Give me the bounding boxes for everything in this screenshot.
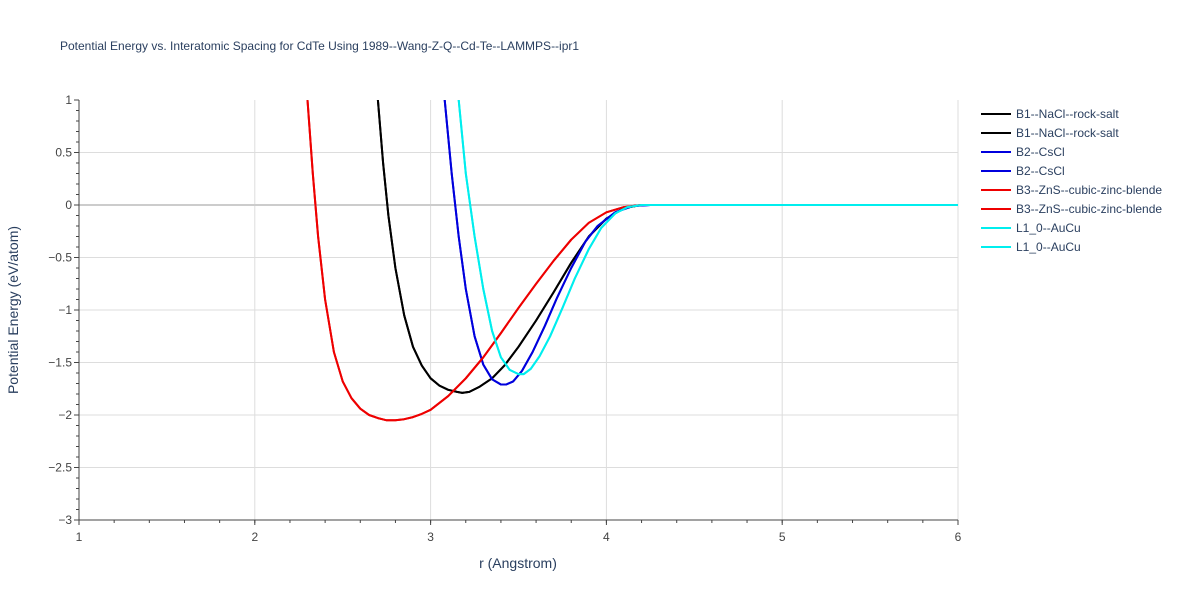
legend-label: B1--NaCl--rock-salt	[1016, 126, 1119, 140]
grid	[79, 100, 959, 520]
series-line-0	[376, 100, 958, 394]
y-tick-label: −3	[58, 513, 72, 527]
x-tick-label: 4	[603, 530, 610, 544]
legend-item[interactable]: B2--CsCl	[981, 145, 1065, 159]
x-tick-label: 2	[251, 530, 258, 544]
x-tick-label: 6	[955, 530, 962, 544]
y-tick-label: −1	[58, 303, 72, 317]
y-tick-label: −2.5	[48, 461, 72, 475]
x-tick-label: 5	[779, 530, 786, 544]
legend-label: B2--CsCl	[1016, 145, 1065, 159]
y-tick-label: 0	[65, 198, 72, 212]
series-line-4	[306, 100, 958, 422]
series-lines	[306, 100, 958, 422]
axis-ticks: 1 2 3 4 5 6 1 0.5 0 −0.5 −1 −1.5 −2 −2.5 −3	[48, 93, 961, 544]
legend-label: B1--NaCl--rock-salt	[1016, 107, 1119, 121]
y-tick-label: −2	[58, 408, 72, 422]
x-axis-title: r (Angstrom)	[479, 555, 557, 571]
chart-title: Potential Energy vs. Interatomic Spacing…	[60, 39, 579, 53]
y-tick-label: 1	[65, 93, 72, 107]
y-tick-label: −1.5	[48, 356, 72, 370]
y-tick-label: −0.5	[48, 251, 72, 265]
x-tick-label: 1	[76, 530, 83, 544]
series-line-5	[306, 100, 958, 422]
legend-item[interactable]: B1--NaCl--rock-salt	[981, 107, 1119, 121]
legend-item[interactable]: B3--ZnS--cubic-zinc-blende	[981, 183, 1162, 197]
legend[interactable]: B1--NaCl--rock-salt B1--NaCl--rock-salt B2…	[981, 107, 1162, 254]
series-line-1	[376, 100, 958, 394]
series-line-6	[457, 100, 958, 376]
legend-label: B3--ZnS--cubic-zinc-blende	[1016, 183, 1162, 197]
legend-item[interactable]: L1_0--AuCu	[981, 221, 1081, 235]
x-tick-label: 3	[427, 530, 434, 544]
series-line-7	[457, 100, 958, 376]
legend-label: B2--CsCl	[1016, 164, 1065, 178]
legend-item[interactable]: B3--ZnS--cubic-zinc-blende	[981, 202, 1162, 216]
y-axis-title: Potential Energy (eV/atom)	[5, 226, 21, 394]
legend-label: L1_0--AuCu	[1016, 240, 1081, 254]
y-tick-label: 0.5	[55, 146, 72, 160]
legend-item[interactable]: L1_0--AuCu	[981, 240, 1081, 254]
legend-item[interactable]: B1--NaCl--rock-salt	[981, 126, 1119, 140]
legend-label: B3--ZnS--cubic-zinc-blende	[1016, 202, 1162, 216]
legend-item[interactable]: B2--CsCl	[981, 164, 1065, 178]
legend-label: L1_0--AuCu	[1016, 221, 1081, 235]
